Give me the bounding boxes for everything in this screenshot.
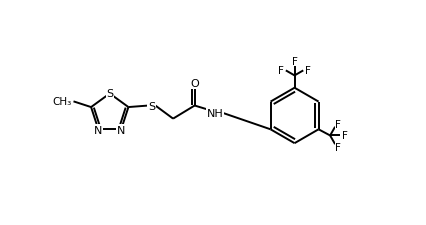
Text: S: S: [148, 101, 155, 111]
Text: F: F: [335, 143, 341, 153]
Text: N: N: [117, 125, 126, 135]
Text: S: S: [106, 89, 113, 99]
Text: N: N: [94, 125, 102, 135]
Text: F: F: [342, 131, 348, 141]
Text: F: F: [335, 119, 341, 129]
Text: F: F: [305, 66, 311, 76]
Text: NH: NH: [207, 109, 224, 119]
Text: F: F: [292, 56, 297, 66]
Text: CH₃: CH₃: [53, 97, 72, 107]
Text: F: F: [278, 66, 284, 76]
Text: O: O: [190, 79, 199, 89]
